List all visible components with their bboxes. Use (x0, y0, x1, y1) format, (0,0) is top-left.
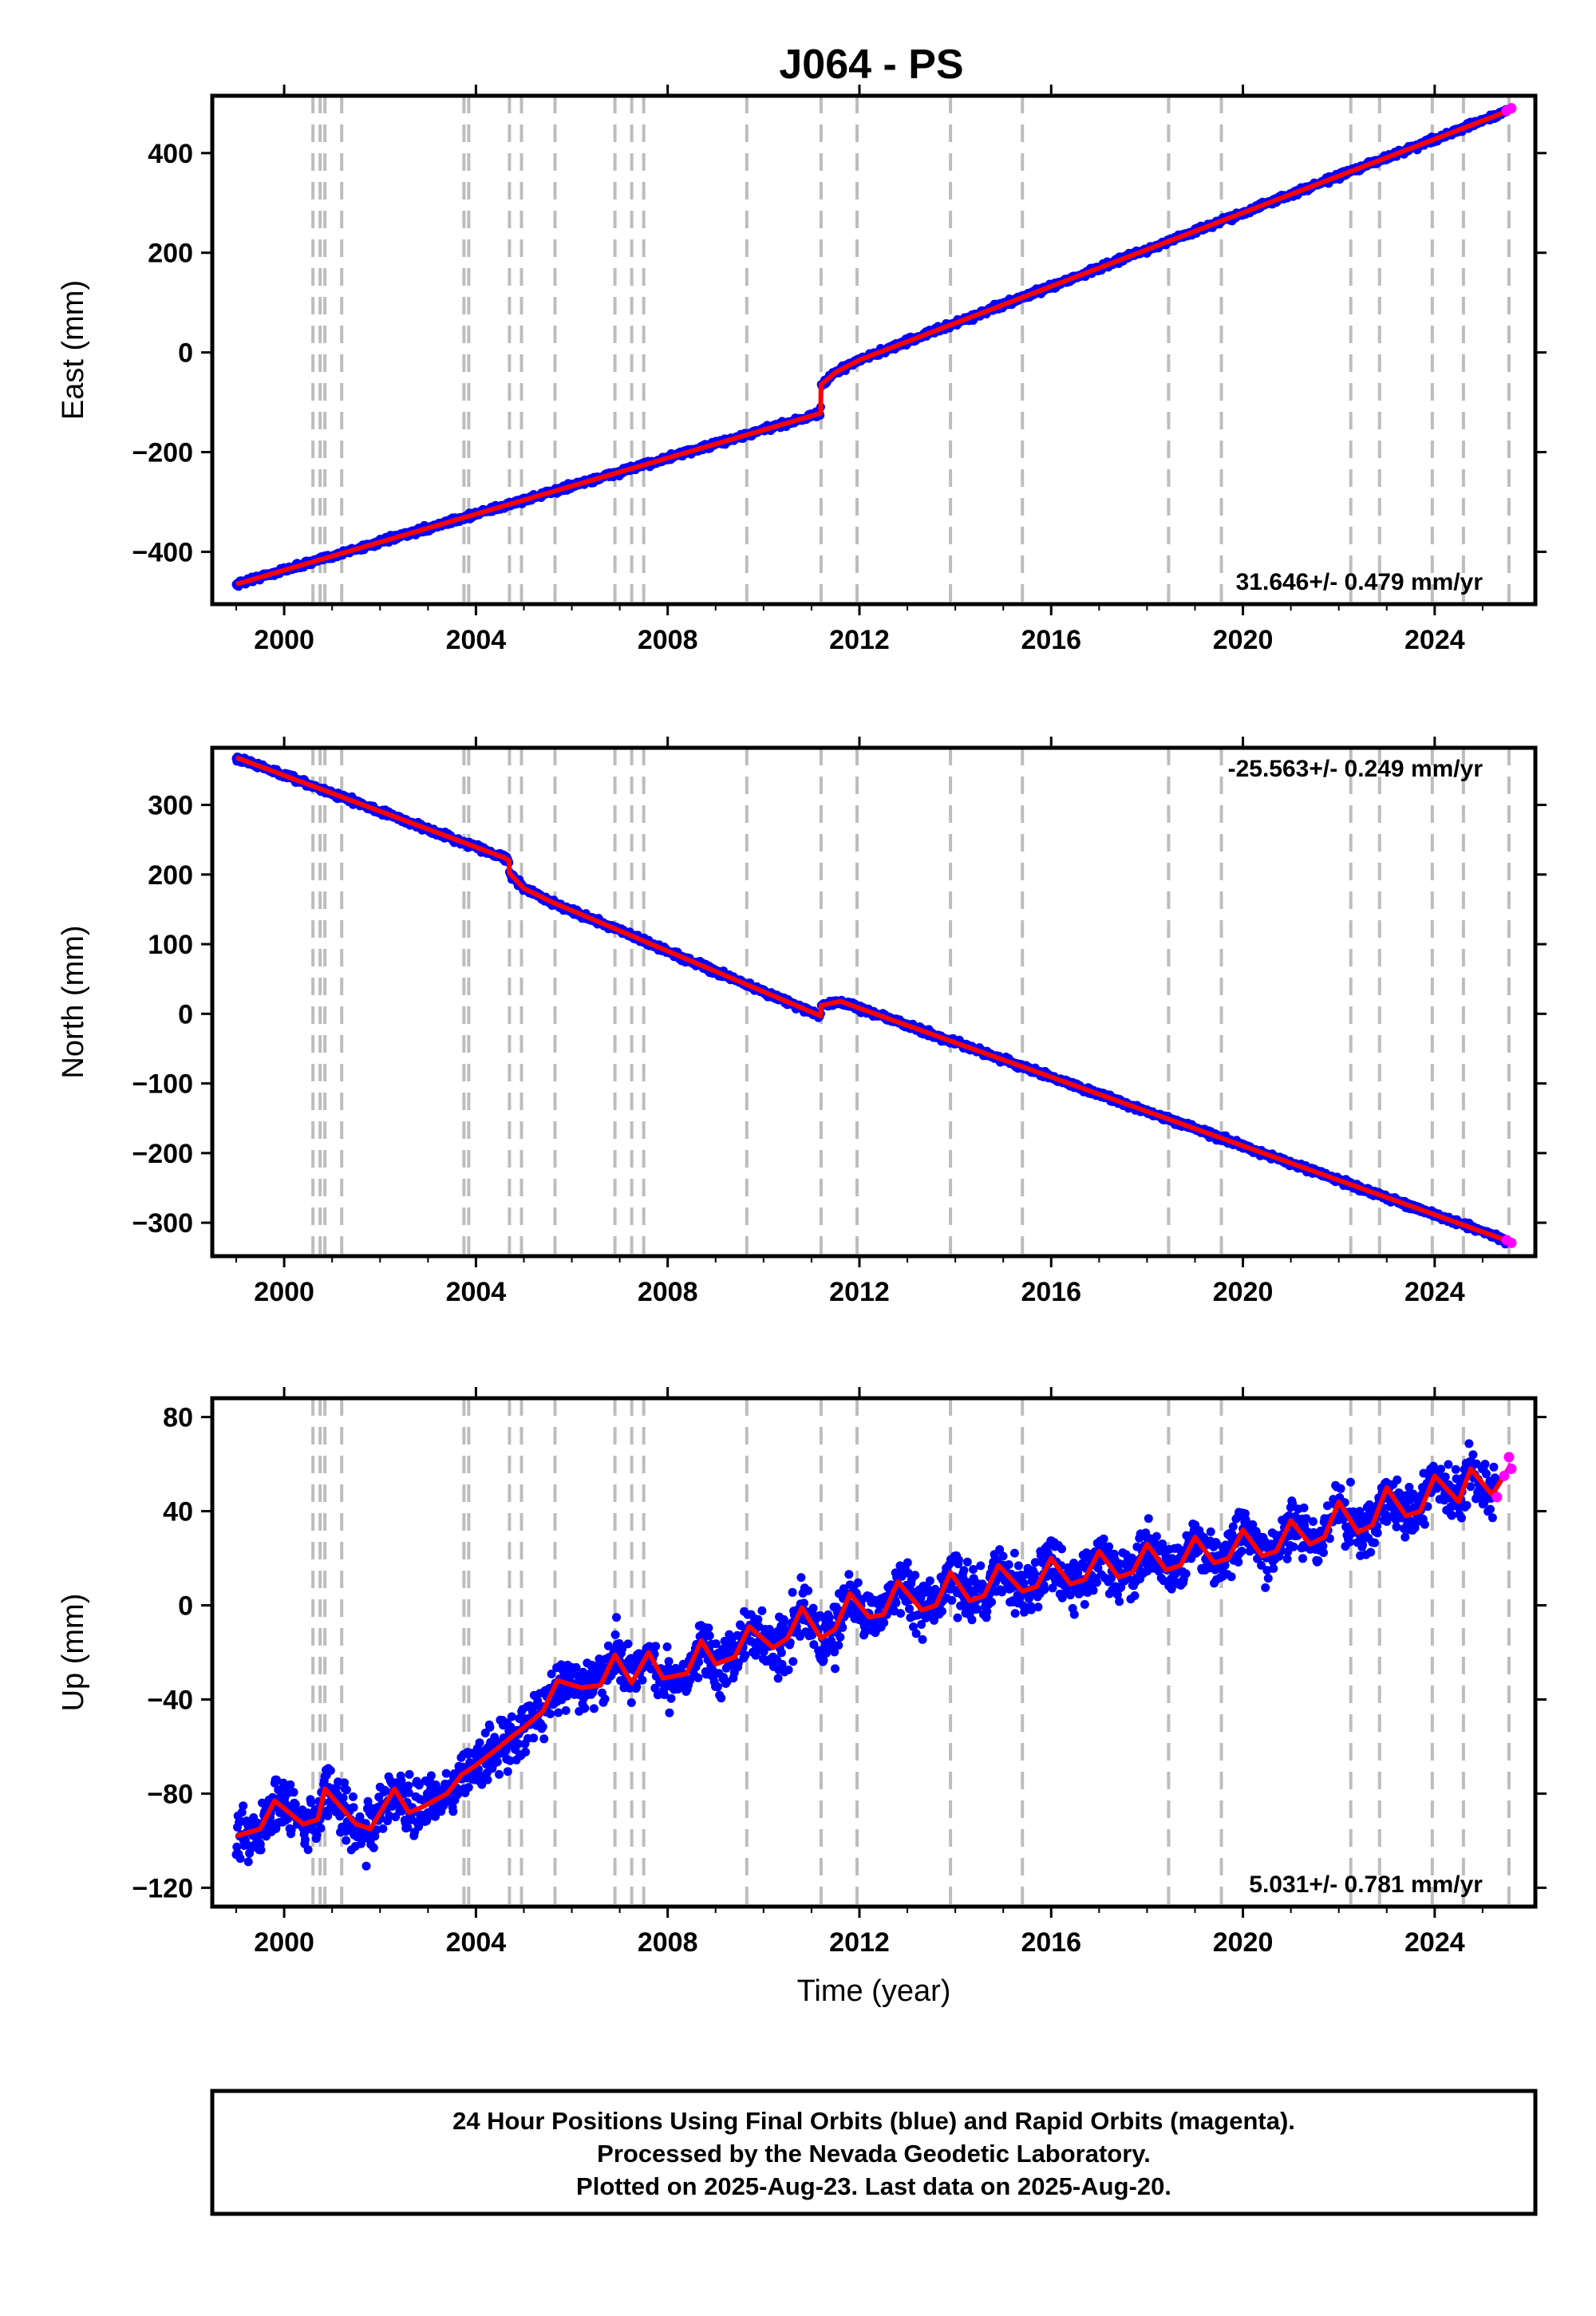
y-axis-label: North (mm) (57, 925, 90, 1078)
final-orbit-point (235, 1854, 245, 1863)
up-panel: 2000 2004 2008 2012 2016 2020 2024−120−80−4004… (57, 1387, 1547, 2008)
y-tick-label: −300 (132, 1208, 193, 1239)
figure-title: J064 - PS (779, 41, 963, 88)
y-tick-label: 0 (178, 338, 193, 369)
final-orbit-point (239, 1801, 248, 1811)
final-orbit-point (342, 1785, 351, 1795)
final-orbit-point (289, 1788, 298, 1797)
final-orbit-point (323, 1811, 333, 1820)
final-orbit-point (303, 1845, 313, 1855)
x-tick-label: 2016 (1021, 625, 1081, 655)
y-tick-label: 400 (148, 139, 193, 169)
east-panel: 2000 2004 2008 2012 2016 2020 2024 −400 −200 0 200… (57, 85, 1547, 655)
x-tick-label: 2024 (1404, 1277, 1465, 1307)
final-orbit-point (426, 1771, 436, 1780)
y-tick-label: −100 (132, 1069, 193, 1100)
final-orbit-point (348, 1792, 358, 1801)
x-tick-label: 2004 (446, 1277, 507, 1307)
x-tick-label: 2008 (638, 625, 698, 655)
y-tick-label: 200 (148, 239, 193, 269)
rate-label: -25.563+/- 0.249 mm/yr (1228, 756, 1483, 782)
north-panel: 2000 2004 2008 2012 2016 2020 2024−300−200−100… (57, 737, 1547, 1307)
y-tick-label: 300 (148, 791, 193, 821)
y-tick-label: −400 (132, 537, 193, 567)
final-orbit-point (405, 1769, 414, 1779)
x-tick-label: 2012 (829, 625, 890, 655)
y-axis-label: East (mm) (57, 280, 90, 420)
y-tick-label: 0 (178, 999, 193, 1030)
final-orbit-point (349, 1803, 358, 1812)
x-tick-label: 2012 (829, 1277, 890, 1307)
x-tick-label: 2024 (1404, 625, 1465, 655)
y-tick-label: 200 (148, 860, 193, 891)
y-tick-label: −200 (132, 1139, 193, 1169)
final-orbit-point (286, 1780, 295, 1789)
x-tick-label: 2020 (1213, 1277, 1274, 1307)
final-orbit-point (301, 1835, 310, 1844)
x-tick-label: 2000 (254, 625, 314, 655)
final-orbit-point (361, 1861, 371, 1871)
rapid-orbit-point (1506, 1237, 1517, 1248)
y-tick-label: 100 (148, 930, 193, 960)
x-tick-label: 2004 (446, 625, 507, 655)
x-tick-label: 2016 (1021, 1277, 1081, 1307)
x-tick-label: 2008 (638, 1277, 698, 1307)
final-orbit-point (316, 1824, 326, 1833)
final-orbit-point (256, 1845, 266, 1855)
y-tick-label: −200 (132, 438, 193, 468)
final-orbit-point (243, 1857, 253, 1867)
rate-label: 31.646+/- 0.479 mm/yr (1236, 569, 1483, 595)
final-orbit-point (378, 1824, 388, 1833)
final-orbit-point (369, 1843, 378, 1852)
x-tick-label: 2020 (1213, 625, 1274, 655)
final-orbit-point (326, 1766, 335, 1775)
final-orbit-point (342, 1836, 351, 1845)
rapid-orbit-point (1506, 103, 1517, 114)
x-tick-label: 2000 (254, 1277, 314, 1307)
